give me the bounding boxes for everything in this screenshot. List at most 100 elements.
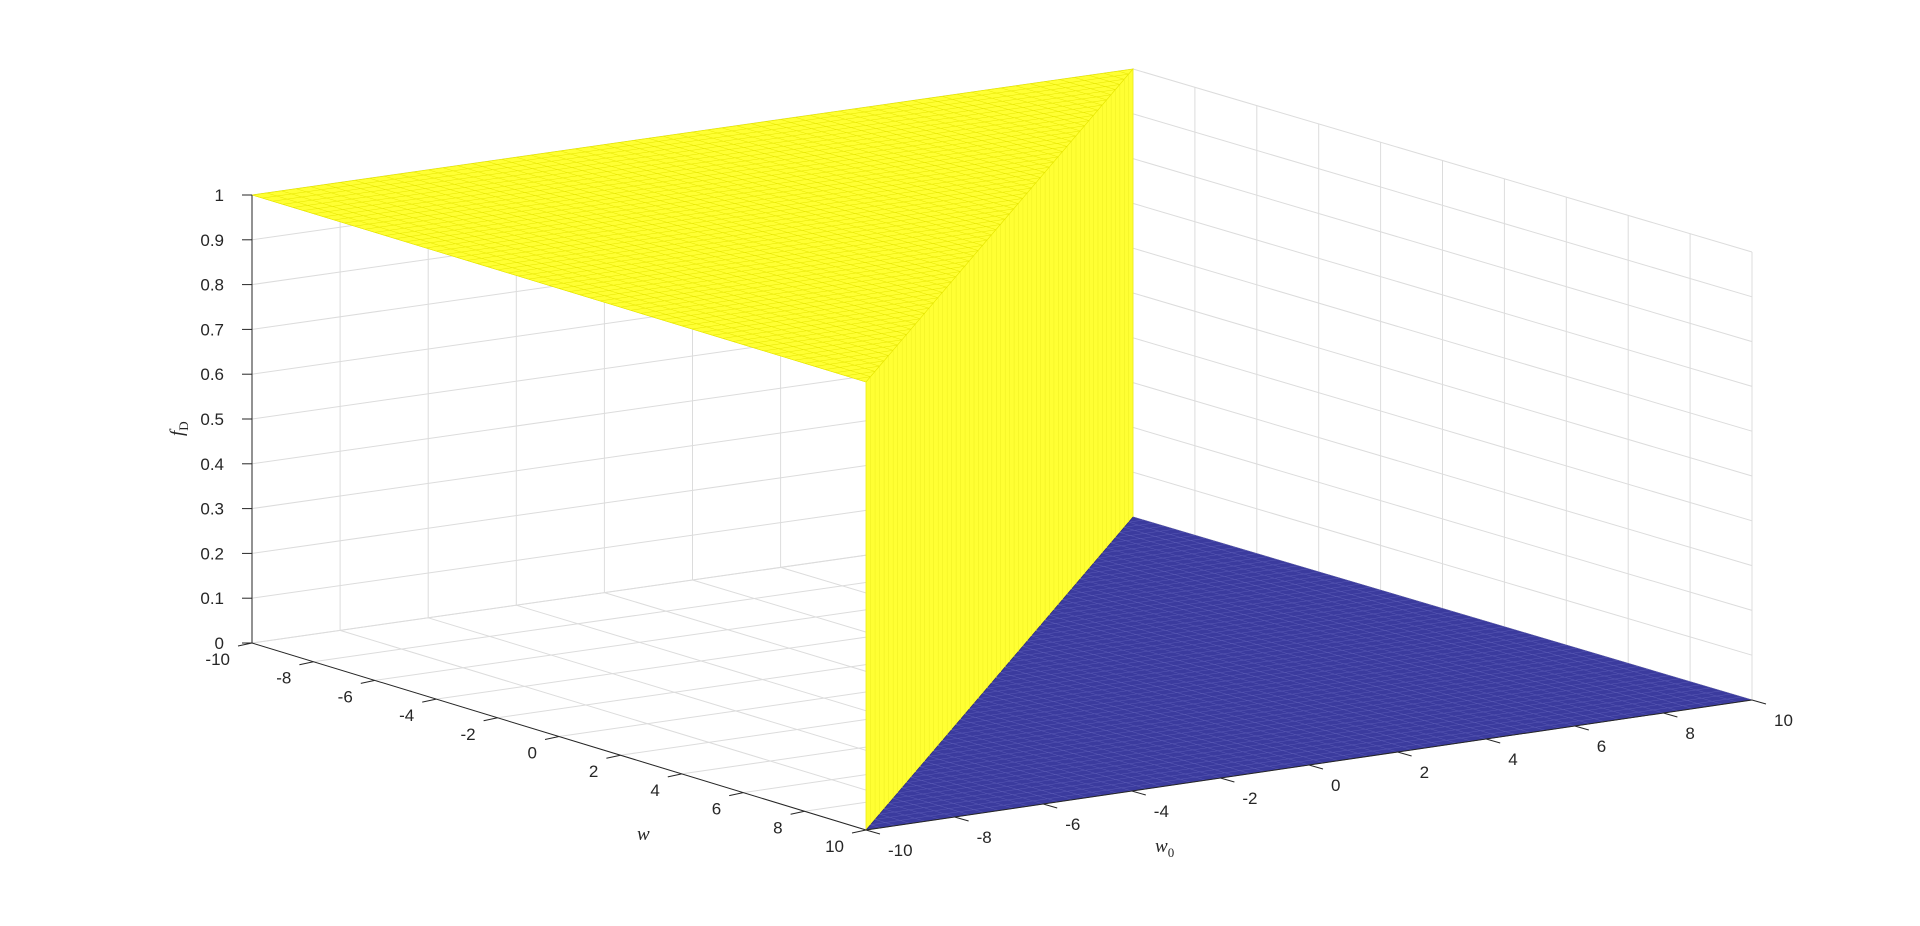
mesh-line xyxy=(951,729,1147,790)
z-tick-label: 0.5 xyxy=(200,410,224,429)
mesh-line xyxy=(722,308,930,339)
mesh-line xyxy=(987,617,1474,689)
mesh-line xyxy=(633,140,983,246)
mesh-line xyxy=(853,108,1050,168)
mesh-line xyxy=(589,146,970,262)
mesh-line xyxy=(883,104,1059,158)
y-tick-mark xyxy=(1220,777,1235,783)
mesh-line xyxy=(425,156,1059,249)
y-tick-mark xyxy=(1308,764,1324,770)
mesh-line xyxy=(1128,519,1144,523)
y-tick-label: -6 xyxy=(1065,815,1080,834)
y-tick-mark xyxy=(1486,738,1501,744)
mesh-line xyxy=(1071,589,1546,731)
mesh-line xyxy=(1005,667,1324,764)
mesh-line xyxy=(1093,563,1620,720)
mesh-line xyxy=(574,148,966,267)
x-tick-label: 10 xyxy=(825,837,844,856)
mesh-line xyxy=(978,623,1495,699)
mesh-line xyxy=(933,654,1598,752)
x-tick-label: 2 xyxy=(589,762,598,781)
mesh-line xyxy=(839,110,1046,173)
x-tick-label: -8 xyxy=(276,669,291,688)
mesh-line xyxy=(986,89,1090,121)
y-tick-label: 2 xyxy=(1420,763,1429,782)
mesh-line xyxy=(868,106,1055,163)
mesh-line xyxy=(879,690,1722,815)
mesh-line xyxy=(736,125,1015,210)
mesh-line xyxy=(466,177,1041,261)
mesh-line xyxy=(795,117,1032,189)
mesh-line xyxy=(560,150,961,272)
mesh-line xyxy=(446,167,1050,255)
mesh-line xyxy=(915,771,1029,807)
mesh-line xyxy=(295,188,880,367)
grid-line xyxy=(1132,382,1753,567)
mesh-line xyxy=(906,782,999,811)
x-tick-label: 8 xyxy=(773,818,782,837)
mesh-line xyxy=(1119,525,1164,533)
mesh-line xyxy=(1067,562,1288,595)
mesh-line xyxy=(610,250,979,305)
z-tick-label: 0.1 xyxy=(200,589,224,608)
mesh-line xyxy=(780,119,1028,194)
mesh-line xyxy=(897,102,1063,152)
mesh-line xyxy=(1014,656,1354,759)
mesh-line xyxy=(927,98,1072,142)
mesh-line xyxy=(814,355,889,367)
mesh-line xyxy=(996,677,1295,768)
y-tick-mark xyxy=(954,816,969,822)
mesh-line xyxy=(1031,586,1371,637)
mesh-line xyxy=(262,73,1129,199)
mesh-line xyxy=(1062,599,1516,735)
mesh-line xyxy=(924,660,1618,762)
mesh-line xyxy=(751,123,1019,204)
mesh-line xyxy=(1049,615,1472,742)
mesh-line xyxy=(702,297,939,333)
mesh-line xyxy=(282,84,1120,205)
mesh-line xyxy=(987,687,1265,772)
x-tick-mark xyxy=(360,679,375,684)
x-tick-label: -4 xyxy=(399,706,414,725)
mesh-line xyxy=(1000,87,1094,116)
mesh-line xyxy=(1132,516,1753,701)
mesh-line xyxy=(456,172,1046,258)
mesh-line xyxy=(969,629,1515,710)
mesh-line xyxy=(825,360,885,370)
mesh-line xyxy=(870,696,1742,825)
z-axis-label: fD xyxy=(167,421,191,436)
mesh-line xyxy=(1084,573,1590,725)
mesh-line xyxy=(753,323,916,348)
x-tick-label: -6 xyxy=(338,687,353,706)
mesh-line xyxy=(1119,532,1708,707)
mesh-line xyxy=(1044,81,1107,101)
y-tick-label: -8 xyxy=(977,828,992,847)
mesh-line xyxy=(835,365,880,373)
mesh-line xyxy=(364,125,1085,230)
y-tick-mark xyxy=(1574,725,1589,731)
mesh-line xyxy=(743,318,921,345)
z-tick-label: 1 xyxy=(215,186,224,205)
mesh-line xyxy=(1040,625,1442,746)
mesh-line xyxy=(855,376,871,380)
mesh-line xyxy=(732,313,925,342)
mesh-line xyxy=(884,687,1711,810)
y-axis-label: w0 xyxy=(1155,836,1174,860)
x-tick-mark xyxy=(851,829,867,834)
mesh-line xyxy=(354,180,898,346)
mesh-line xyxy=(558,224,1001,289)
mesh-line xyxy=(888,684,1701,804)
mesh-line xyxy=(960,635,1536,720)
y-tick-label: 6 xyxy=(1597,737,1606,756)
grid-line xyxy=(1132,247,1753,432)
mesh-line xyxy=(1084,550,1247,575)
mesh-line xyxy=(1005,605,1433,668)
x-tick-mark xyxy=(422,698,437,703)
mesh-line xyxy=(528,208,1015,280)
y-tick-label: 4 xyxy=(1508,750,1517,769)
y-tick-label: -4 xyxy=(1154,802,1169,821)
mesh-line xyxy=(1118,70,1129,75)
mesh-line xyxy=(956,93,1081,132)
mesh-line xyxy=(1022,646,1383,755)
y-tick-label: -2 xyxy=(1242,789,1257,808)
